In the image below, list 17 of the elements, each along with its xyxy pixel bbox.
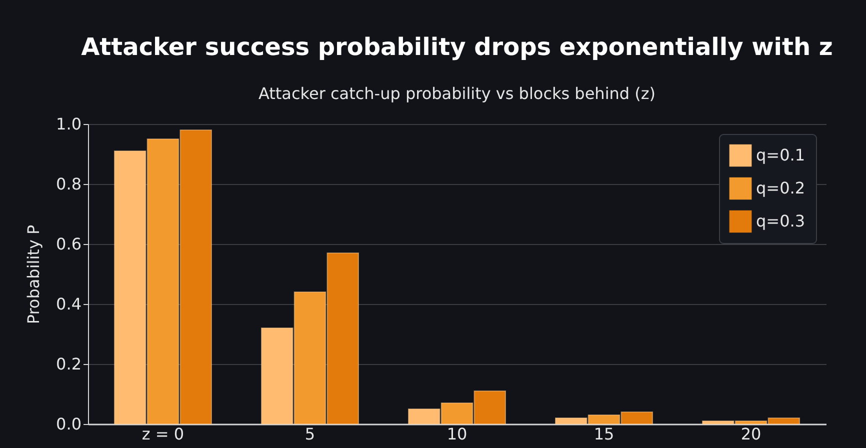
x-tick-label: 5 [304,424,316,444]
x-tick-label: z = 0 [142,424,184,444]
chart-title: Attacker success probability drops exponentially with z [81,33,833,61]
y-tick-label: 0.0 [56,414,82,434]
y-tick-label: 0.2 [56,354,82,374]
legend-label: q=0.1 [756,146,806,164]
chart-subtitle: Attacker catch-up probability vs blocks behind (z) [258,84,656,103]
y-axis-title: Probability P [24,224,44,324]
legend-label: q=0.3 [756,212,806,230]
x-tick-label: 20 [740,424,762,444]
legend-label: q=0.2 [756,178,806,198]
y-tick-label: 0.4 [56,294,82,314]
y-tick-label: 0.6 [56,234,82,254]
x-tick-label: 15 [594,424,614,444]
y-tick-label: 0.8 [56,174,82,194]
x-tick-label: 10 [446,424,468,444]
y-tick-label: 1.0 [56,114,82,134]
